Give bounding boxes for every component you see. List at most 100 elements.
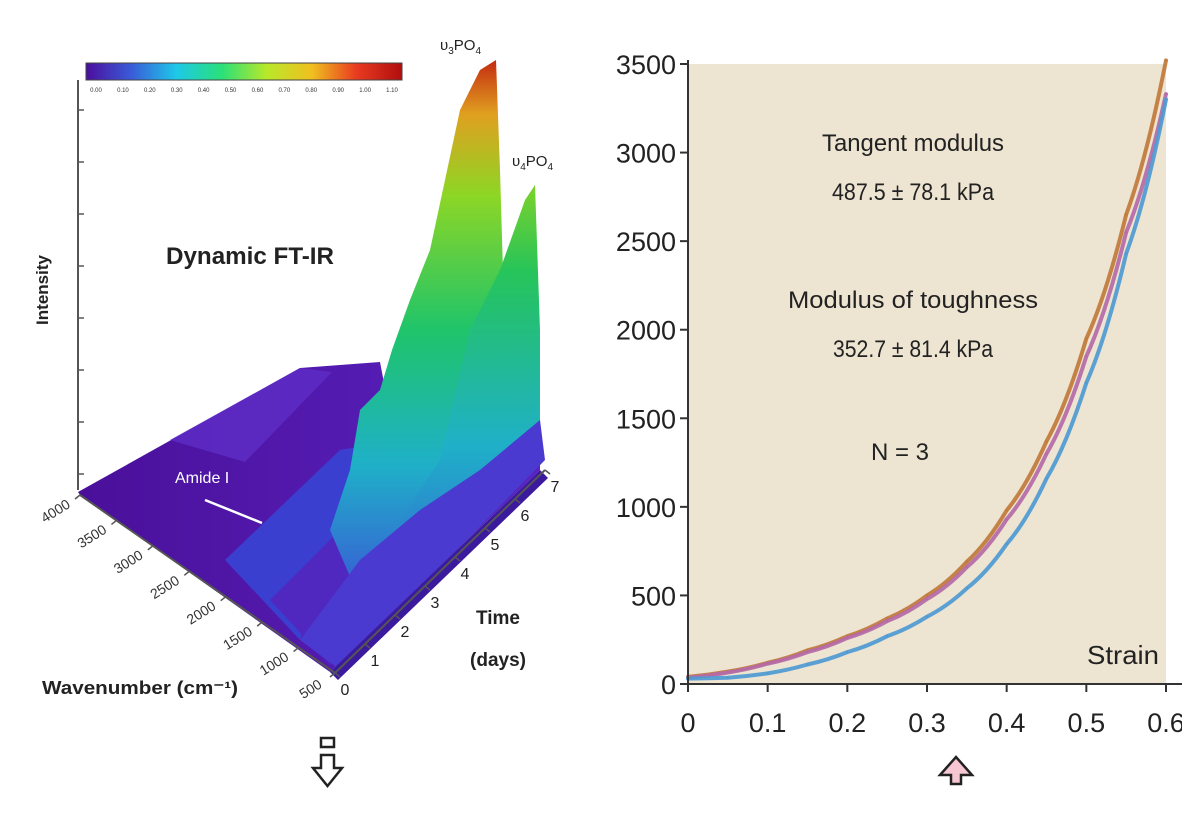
x-axis-tick xyxy=(220,596,227,602)
x-axis-tick-label: 3000 xyxy=(111,546,146,576)
series-point-3 xyxy=(965,587,969,590)
colorbar-tick-label: 0.60 xyxy=(252,88,264,94)
y-axis xyxy=(334,469,546,674)
series-point-2 xyxy=(925,597,929,601)
y-axis-tick xyxy=(544,469,551,475)
y-axis-tick xyxy=(394,614,401,620)
series-point-2 xyxy=(806,650,809,654)
y-axis-tick-label: 2 xyxy=(401,624,410,641)
series-point-2 xyxy=(846,636,849,640)
series-point-1 xyxy=(1085,337,1088,340)
colorbar-tick-label: 0.50 xyxy=(225,88,237,94)
series-point-2 xyxy=(1045,452,1048,455)
ftir-panel: 0.00 0.10 0.20 0.30 0.40 0.50 0.60 0.70 0.80 0.90… xyxy=(0,0,590,819)
x-axis-tick-label: 1500 xyxy=(220,623,255,653)
series-point-3 xyxy=(846,650,849,654)
x-axis-label: Strain xyxy=(1087,640,1159,670)
series-point-3 xyxy=(766,672,769,675)
amide-pointer xyxy=(204,498,263,525)
toughness-label: Modulus of toughness xyxy=(788,287,1038,314)
series-point-2 xyxy=(1005,518,1008,521)
y-tick-label: 1500 xyxy=(616,404,676,434)
series-point-1 xyxy=(1124,213,1128,216)
x-tick-label: 0.2 xyxy=(829,708,867,738)
colorbar-tick-label: 0.30 xyxy=(171,88,183,94)
x-tick-label: 0.3 xyxy=(908,708,946,738)
series-point-3 xyxy=(1124,252,1128,255)
y-axis-tick xyxy=(334,672,341,678)
x-tick-label: 0.4 xyxy=(988,708,1026,738)
y-axis-label-line1: Time xyxy=(476,608,520,629)
series-point-1 xyxy=(1045,440,1048,443)
peak-v4po4-label: υ4PO4 xyxy=(512,153,553,173)
colorbar xyxy=(85,62,403,81)
amide-label: Amide I xyxy=(175,470,229,487)
series-point-3 xyxy=(1085,381,1088,385)
y-tick-label: 2000 xyxy=(616,316,676,346)
x-axis-tick xyxy=(256,621,263,627)
y-axis-tick-label: 0 xyxy=(341,682,350,699)
series-point-1 xyxy=(1005,509,1008,512)
y-tick-label: 2500 xyxy=(616,227,676,257)
series-point-2 xyxy=(1085,355,1088,358)
series-layer xyxy=(686,58,1168,681)
y-axis-tick xyxy=(364,643,371,649)
y-axis-tick-label: 6 xyxy=(521,508,530,525)
series-line-2 xyxy=(686,92,1168,680)
colorbar-ticks: 0.00 0.10 0.20 0.30 0.40 0.50 0.60 0.70 0.80 0.90… xyxy=(90,88,398,94)
series-point-2 xyxy=(1164,92,1168,96)
toughness-value: 352.7 ± 81.4 kPa xyxy=(833,336,994,363)
x-ticks: 0 0.1 0.2 0.3 0.4 0.5 0.6 xyxy=(680,684,1182,738)
series-point-1 xyxy=(1164,59,1168,62)
series-point-3 xyxy=(1164,98,1168,101)
y-axis-tick-label: 4 xyxy=(461,566,470,583)
stress-strain-panel: 0 500 1000 1500 2000 2500 3000 3500 0 0.1 0.2 0.3 0… xyxy=(590,0,1182,819)
y-axis-tick-label: 3 xyxy=(431,595,440,612)
x-axis-tick xyxy=(183,570,190,576)
series-point-3 xyxy=(1005,542,1008,546)
x-tick-label: 0.5 xyxy=(1068,708,1106,738)
x-axis-tick xyxy=(147,545,154,551)
y-axis-tick xyxy=(514,498,521,504)
series-point-2 xyxy=(766,662,769,665)
peak-v3po4-label: υ3PO4 xyxy=(440,37,481,57)
x-axis-tick xyxy=(74,494,81,500)
colorbar-tick-label: 0.40 xyxy=(198,88,210,94)
y-axis-tick-label: 7 xyxy=(551,479,560,496)
x-axis-tick-label: 3500 xyxy=(74,521,109,551)
surface-front xyxy=(300,420,545,670)
colorbar-tick-label: 0.80 xyxy=(305,88,317,94)
series-point-2 xyxy=(1124,231,1128,234)
series-point-1 xyxy=(965,560,969,563)
x-tick-label: 0.1 xyxy=(749,708,787,738)
colorbar-tick-label: 1.10 xyxy=(386,88,398,94)
colorbar-tick-label: 0.90 xyxy=(332,88,344,94)
ftir-chart: 0.00 0.10 0.20 0.30 0.40 0.50 0.60 0.70 0.80 0.90… xyxy=(33,37,560,788)
x-tick-label: 0 xyxy=(680,708,695,738)
down-arrow-icon xyxy=(310,736,345,788)
series-point-2 xyxy=(885,619,889,623)
surface-ridge-far xyxy=(170,368,332,462)
y-tick-label: 1000 xyxy=(616,493,676,523)
up-arrow-icon xyxy=(937,755,975,786)
peak-v4po4 xyxy=(360,185,540,620)
x-axis-tick xyxy=(110,519,117,526)
z-axis-ticks xyxy=(78,109,84,475)
series-point-3 xyxy=(885,634,889,638)
y-axis-tick-label: 5 xyxy=(491,537,500,554)
colorbar-tick-label: 0.20 xyxy=(144,88,156,94)
y-tick-label: 3000 xyxy=(616,139,676,169)
y-tick-label: 0 xyxy=(661,670,676,700)
colorbar-tick-label: 0.00 xyxy=(90,88,102,94)
series-point-3 xyxy=(925,615,929,618)
y-ticks: 0 500 1000 1500 2000 2500 3000 3500 xyxy=(616,50,688,700)
sample-count: N = 3 xyxy=(871,439,929,466)
colorbar-tick-label: 1.00 xyxy=(359,88,371,94)
plot-background xyxy=(688,64,1166,684)
series-line-3 xyxy=(686,97,1168,681)
y-axis-label-line2: (days) xyxy=(470,650,526,671)
series-point-3 xyxy=(726,676,730,679)
x-axis-tick xyxy=(293,646,300,653)
colorbar-tick-label: 0.10 xyxy=(117,88,129,94)
